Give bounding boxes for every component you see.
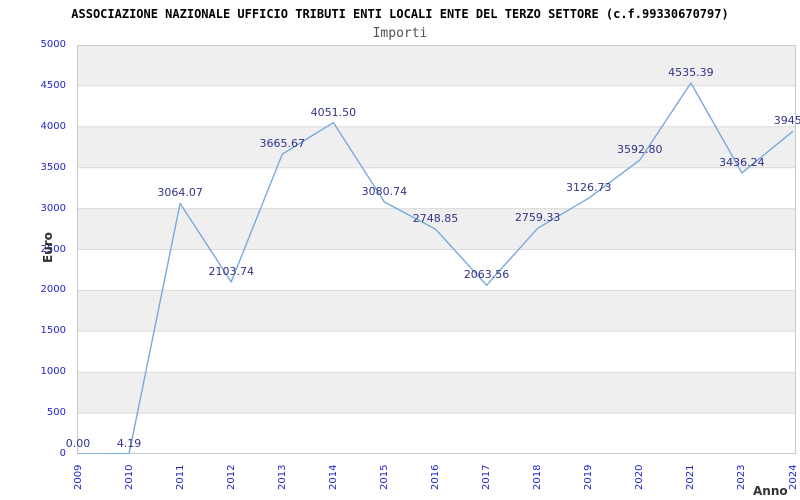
plot-band: [77, 45, 796, 86]
y-tick-label: 1000: [40, 366, 66, 378]
x-tick-label: 2012: [225, 464, 237, 490]
x-tick-label: 2011: [174, 464, 186, 490]
plot-band: [77, 126, 796, 168]
y-axis-title: Euro: [41, 232, 55, 263]
y-tick-label: 0: [59, 448, 66, 459]
plot-band: [77, 372, 796, 414]
x-tick-label: 2017: [481, 464, 493, 490]
y-tick-label: 4000: [40, 120, 66, 132]
data-point-label: 3592.80: [617, 143, 663, 157]
y-tick-label: 2000: [40, 284, 66, 296]
data-point-label: 3064.07: [157, 186, 203, 200]
plot-border: [77, 45, 796, 454]
y-tick-label: 5000: [40, 39, 66, 50]
x-tick-label: 2009: [72, 464, 84, 490]
x-tick-label: 2020: [634, 464, 646, 490]
x-tick-label: 2015: [378, 464, 390, 490]
x-tick-label: 2016: [430, 464, 441, 490]
data-point-label: 2103.74: [208, 264, 254, 278]
data-point-label: 2759.33: [514, 211, 561, 225]
x-tick-label: 2010: [123, 464, 135, 490]
data-series-line: [77, 82, 794, 454]
data-point-label: 0.00: [65, 437, 91, 450]
data-point-label: 3665.67: [259, 137, 306, 151]
x-axis-title: Anno: [753, 484, 788, 498]
x-tick-label: 2014: [327, 464, 339, 490]
data-point-label: 3436.24: [719, 155, 765, 169]
data-point-label: 4051.50: [310, 105, 357, 119]
y-tick-label: 3000: [40, 202, 66, 214]
y-tick-label: 1500: [40, 325, 66, 337]
data-point-label: 3126.73: [565, 181, 612, 195]
data-point-label: 4.19: [116, 436, 142, 450]
data-point-label: 2063.56: [463, 268, 510, 282]
x-tick-label: 2024: [787, 464, 799, 490]
x-tick-label: 2021: [685, 464, 697, 490]
y-tick-label: 3500: [40, 161, 66, 173]
y-tick-label: 2500: [40, 243, 66, 255]
y-tick-label: 4500: [40, 79, 66, 91]
y-tick-label: 500: [46, 407, 66, 419]
chart-subtitle: Importi: [372, 26, 428, 41]
x-tick-label: 2018: [532, 464, 544, 490]
line-chart-plot-area: [77, 45, 796, 454]
data-point-label: 3080.74: [361, 184, 408, 198]
plot-band: [77, 290, 796, 332]
x-tick-label: 2023: [736, 464, 748, 490]
x-tick-label: 2019: [583, 464, 595, 490]
data-point-label: 2748.85: [412, 212, 459, 226]
data-point-label: 4535.39: [668, 66, 714, 79]
x-tick-label: 2013: [276, 464, 288, 490]
page-title: ASSOCIAZIONE NAZIONALE UFFICIO TRIBUTI E…: [71, 7, 729, 21]
data-point-label: 3945.6: [773, 114, 800, 128]
